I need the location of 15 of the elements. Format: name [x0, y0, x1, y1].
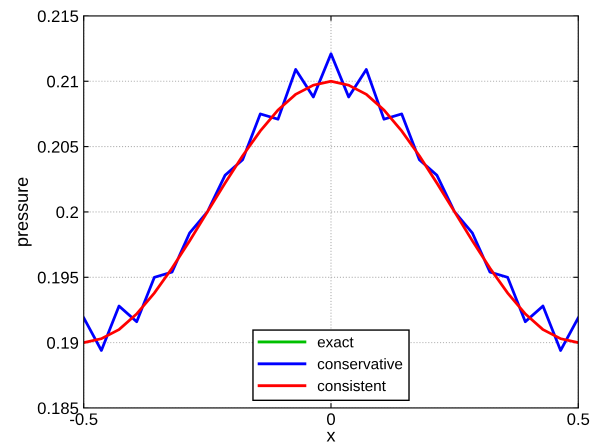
y-tick-label: 0.215: [38, 10, 78, 22]
y-tick-label: 0.185: [38, 402, 78, 414]
legend-label: consistent: [318, 380, 386, 392]
y-tick-label: 0.205: [38, 141, 78, 153]
y-tick-label: 0.195: [38, 272, 78, 284]
legend-label: conservative: [318, 358, 402, 370]
x-tick-label: -0.5: [70, 413, 98, 426]
y-tick-label: 0.21: [47, 76, 78, 88]
legend-label: exact: [318, 337, 354, 348]
y-axis-title: pressure: [18, 178, 32, 246]
y-tick-label: 0.19: [47, 337, 78, 349]
x-tick-label: 0.5: [567, 413, 590, 426]
x-axis-title: x: [326, 432, 336, 442]
y-tick-label: 0.2: [56, 206, 78, 218]
x-tick-label: 0: [327, 413, 335, 426]
